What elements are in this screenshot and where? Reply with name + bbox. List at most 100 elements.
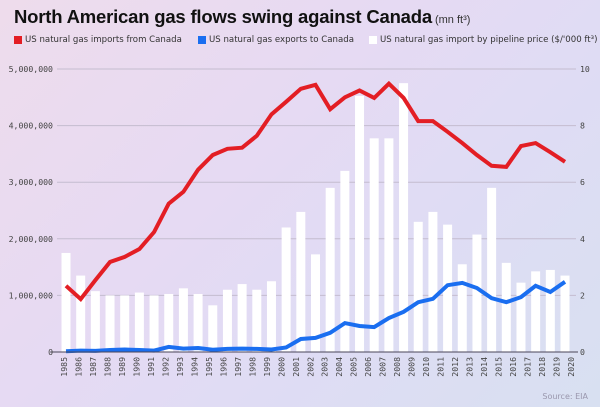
price-bar-2019 <box>560 275 570 352</box>
x-tick-label: 1988 <box>103 357 113 377</box>
price-bar-1999 <box>266 281 276 352</box>
price-bar-2005 <box>355 95 365 352</box>
price-bar-2008 <box>399 83 409 353</box>
x-tick-label: 2015 <box>494 357 504 377</box>
price-bar-1985 <box>61 252 71 352</box>
price-bar-2007 <box>384 138 394 352</box>
left-tick-label: 4,000,000 <box>9 121 53 131</box>
price-bar-2015 <box>501 262 511 352</box>
x-tick-label: 1987 <box>88 357 98 377</box>
legend-label-exports: US natural gas exports to Canada <box>209 35 354 45</box>
x-tick-label: 2000 <box>276 357 286 377</box>
price-bar-2010 <box>428 211 438 352</box>
price-bars <box>61 83 570 353</box>
price-bar-1986 <box>76 275 86 352</box>
imports-line <box>64 80 567 303</box>
legend-swatch-exports <box>198 36 206 44</box>
price-bar-1996 <box>222 289 232 352</box>
price-bar-1989 <box>120 295 130 352</box>
x-tick-label: 1991 <box>146 357 156 377</box>
x-tick-label: 2003 <box>320 357 330 377</box>
price-bar-1990 <box>134 292 144 352</box>
x-tick-label: 2019 <box>552 357 562 377</box>
price-bar-1997 <box>237 284 247 352</box>
left-tick-label: 1,000,000 <box>9 290 53 300</box>
legend-item-exports: US natural gas exports to Canada <box>198 35 354 45</box>
x-tick-label: 2018 <box>537 357 547 377</box>
price-bar-2003 <box>325 187 335 352</box>
x-tick-label: 2017 <box>523 357 533 377</box>
left-axis-ticks: 0 1,000,000 2,000,000 3,000,000 4,000,000 5,0… <box>9 64 53 357</box>
price-bar-2017 <box>531 271 541 352</box>
chart-title-text: North American gas flows swing against C… <box>14 6 432 27</box>
x-tick-label: 1986 <box>74 357 84 377</box>
price-bar-1988 <box>105 295 115 352</box>
price-bar-2014 <box>487 187 497 352</box>
x-tick-label: 2016 <box>508 357 518 377</box>
right-tick-label: 6 <box>580 177 585 187</box>
chart-unit: (mn ft³) <box>434 14 471 26</box>
price-bar-2004 <box>340 170 350 352</box>
price-bar-2000 <box>281 227 291 352</box>
price-bar-1987 <box>90 291 100 352</box>
left-tick-label: 0 <box>48 347 53 357</box>
x-tick-label: 1999 <box>262 357 272 377</box>
source-note: Source: EIA <box>542 392 588 401</box>
x-tick-label: 1989 <box>117 357 127 377</box>
right-tick-label: 8 <box>580 121 585 131</box>
x-axis-ticks: 1985 1986 1987 1988 1989 1990 1991 1992 1993 1994… <box>59 357 576 377</box>
left-tick-label: 2,000,000 <box>9 234 53 244</box>
legend-swatch-imports <box>14 36 22 44</box>
left-tick-label: 3,000,000 <box>9 177 53 187</box>
price-bar-2012 <box>457 264 467 352</box>
x-tick-label: 1992 <box>160 357 170 377</box>
chart-title: North American gas flows swing against C… <box>14 6 470 28</box>
x-tick-label: 1997 <box>233 357 243 377</box>
price-bar-2001 <box>296 211 306 352</box>
x-tick-label: 2004 <box>334 357 344 377</box>
price-bar-1992 <box>164 293 174 352</box>
x-tick-label: 1998 <box>247 357 257 377</box>
price-bar-2009 <box>413 221 423 352</box>
legend-item-imports: US natural gas imports from Canada <box>14 35 182 45</box>
price-bar-1998 <box>252 289 262 352</box>
price-bar-2006 <box>369 138 379 352</box>
x-tick-label: 2012 <box>450 357 460 377</box>
x-tick-label: 1995 <box>204 357 214 377</box>
x-tick-label: 2010 <box>421 357 431 377</box>
price-bar-2011 <box>443 224 453 352</box>
right-axis-ticks: 0 2 4 6 8 10 <box>580 64 590 357</box>
x-tick-label: 2006 <box>363 357 373 377</box>
legend: US natural gas imports from Canada US na… <box>14 35 600 49</box>
price-bar-1994 <box>193 293 203 352</box>
x-tick-label: 2014 <box>479 357 489 377</box>
x-tick-label: 1993 <box>175 357 185 377</box>
price-bar-2002 <box>311 254 320 352</box>
right-tick-label: 10 <box>580 64 590 74</box>
price-bar-1993 <box>178 288 188 352</box>
legend-label-price: US natural gas import by pipeline price … <box>380 35 598 45</box>
x-tick-label: 2008 <box>392 357 402 377</box>
price-bar-2013 <box>472 234 482 352</box>
x-tick-label: 2005 <box>349 357 359 377</box>
x-tick-label: 2020 <box>566 357 576 377</box>
x-tick-label: 2009 <box>407 357 417 377</box>
x-tick-label: 1994 <box>189 357 199 377</box>
x-tick-label: 2002 <box>305 357 315 377</box>
x-tick-label: 2007 <box>378 357 388 377</box>
legend-item-price: US natural gas import by pipeline price … <box>369 35 597 45</box>
price-bar-2018 <box>545 269 555 352</box>
series-lines <box>64 80 567 354</box>
left-tick-label: 5,000,000 <box>9 64 53 74</box>
legend-swatch-price <box>369 36 377 44</box>
x-tick-label: 1996 <box>218 357 228 377</box>
x-tick-label: 1985 <box>59 357 69 377</box>
x-tick-label: 1990 <box>131 357 141 377</box>
price-bar-1991 <box>149 295 159 352</box>
exports-line <box>65 280 567 354</box>
right-tick-label: 2 <box>580 290 585 300</box>
right-tick-label: 4 <box>580 234 585 244</box>
price-bar-1995 <box>208 305 218 352</box>
x-tick-label: 2013 <box>465 357 475 377</box>
